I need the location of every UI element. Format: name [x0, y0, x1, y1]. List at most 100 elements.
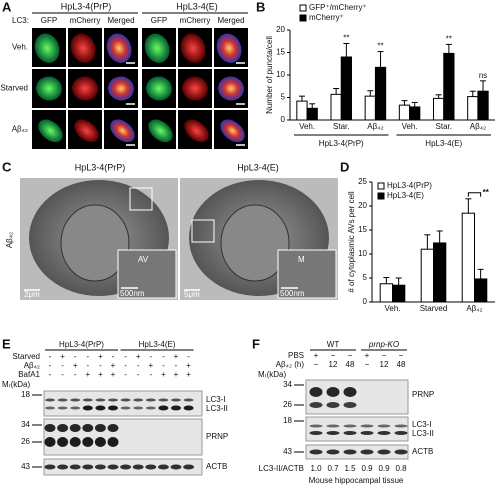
- bar: [467, 96, 479, 121]
- band: [326, 387, 340, 397]
- x-tick-label: Veh.: [299, 122, 315, 131]
- band: [44, 464, 56, 470]
- band: [170, 464, 182, 470]
- y-tick-label: 10: [276, 70, 285, 79]
- inset-label: AV: [138, 255, 149, 264]
- cell: [70, 33, 96, 63]
- band: [309, 387, 323, 397]
- significance: **: [343, 34, 349, 43]
- em-nucleus: [60, 204, 130, 282]
- band: [157, 464, 169, 470]
- sign: −: [399, 351, 404, 360]
- y-axis-label: # of cytoplasmic AVs per cell: [347, 191, 356, 292]
- band: [183, 464, 195, 470]
- sign: -: [99, 361, 102, 370]
- scale-label: 2μm: [24, 290, 40, 299]
- band: [158, 405, 169, 411]
- group-header: HpL3-4(E): [237, 162, 279, 172]
- band: [309, 431, 323, 435]
- scale-label: 500nm: [280, 289, 305, 298]
- group-label: HpL3-4(PrP): [319, 139, 364, 148]
- band-label: PRNP: [412, 390, 434, 399]
- sign: −: [382, 351, 387, 360]
- band: [107, 424, 119, 432]
- ratio: 0.7: [327, 464, 339, 473]
- cell: [218, 76, 244, 101]
- cell: [106, 33, 132, 63]
- sign: -: [61, 361, 64, 370]
- band: [145, 398, 156, 402]
- band: [70, 398, 81, 402]
- band: [57, 464, 69, 470]
- band: [394, 449, 408, 455]
- sign: −: [365, 360, 370, 369]
- cell: [182, 76, 208, 101]
- blot: [305, 379, 409, 415]
- em-inset: [277, 249, 337, 299]
- x-tick-label: Aβ₄₂: [470, 122, 486, 131]
- sign: −: [348, 351, 353, 360]
- band: [108, 398, 118, 402]
- inset-label: M: [298, 255, 305, 264]
- bar: [374, 66, 387, 121]
- x-tick-label: Veh.: [384, 304, 400, 313]
- bar: [330, 93, 342, 121]
- band-label: LC3-I: [412, 420, 432, 429]
- bar: [398, 104, 411, 121]
- channel-label: mCherry: [70, 16, 101, 25]
- x-tick-label: Starved: [420, 304, 448, 313]
- legend-label: mCherry⁺: [309, 13, 344, 22]
- y-tick-label: 0: [281, 115, 286, 124]
- blot: [43, 418, 203, 456]
- treatment-label: BafA1: [18, 370, 40, 379]
- sign: -: [74, 370, 77, 379]
- sign: -: [49, 352, 52, 361]
- sign: -: [61, 370, 64, 379]
- mr-label: Mᵣ(kDa): [2, 380, 30, 389]
- blot: [305, 416, 409, 442]
- cell: [110, 119, 135, 143]
- band: [145, 464, 157, 470]
- mw-marker: 18: [21, 390, 30, 399]
- band: [69, 464, 81, 470]
- genotype: WT: [327, 340, 340, 349]
- band: [171, 405, 181, 411]
- sign: -: [137, 370, 140, 379]
- band: [326, 449, 340, 455]
- band: [69, 424, 81, 432]
- group-label: HpL3-4(E): [425, 139, 462, 148]
- genotype: prnp-KO: [368, 340, 399, 349]
- band: [69, 437, 81, 447]
- sign: −: [331, 351, 336, 360]
- bar: [433, 97, 445, 121]
- band: [82, 464, 94, 470]
- group-header: HpL3-4(E): [176, 1, 218, 11]
- channel-label: GFP: [41, 16, 57, 25]
- bar: [420, 248, 435, 303]
- sign: +: [174, 352, 179, 361]
- band: [326, 402, 340, 408]
- y-tick-label: 20: [276, 25, 285, 34]
- band: [309, 402, 323, 408]
- significance-bracket: [467, 192, 482, 197]
- panel-letter: E: [2, 336, 11, 351]
- bar: [296, 100, 308, 121]
- tissue-label: Mouse hippocampal tissue: [309, 476, 404, 485]
- sign: -: [137, 361, 140, 370]
- sign: +: [60, 352, 65, 361]
- band: [82, 437, 94, 447]
- band: [57, 437, 69, 447]
- row-label: Aβ₄₂: [5, 232, 14, 248]
- bar: [409, 106, 421, 121]
- band-label: ACTB: [206, 462, 227, 471]
- cell: [36, 76, 62, 101]
- x-tick-label: Aβ₄₂: [466, 304, 482, 313]
- sign: +: [314, 351, 319, 360]
- sign: +: [161, 370, 166, 379]
- band: [343, 402, 357, 408]
- y-tick-label: 0: [363, 297, 368, 306]
- band: [132, 464, 144, 470]
- channel-label: Merged: [217, 16, 244, 25]
- panel-letter: D: [340, 159, 349, 174]
